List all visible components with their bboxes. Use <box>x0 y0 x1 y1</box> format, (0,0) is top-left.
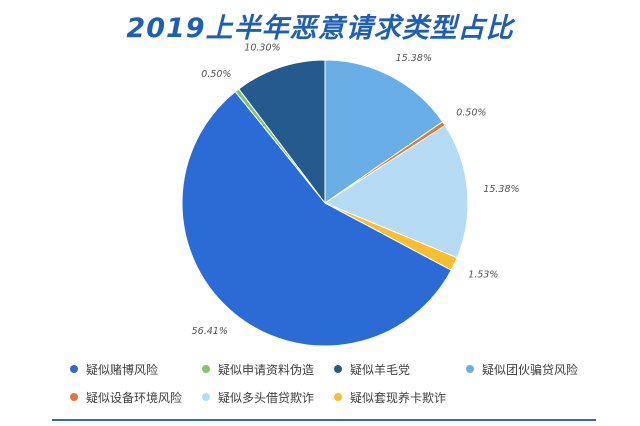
bottom-divider <box>52 419 596 421</box>
legend-label: 疑似多头借贷欺诈 <box>218 390 315 405</box>
legend-swatch <box>466 365 474 373</box>
legend-row: 疑似赌博风险 疑似申请资料伪造 疑似羊毛党 疑似团伙骗贷风险 <box>70 355 610 383</box>
legend-label: 疑似羊毛党 <box>350 362 411 377</box>
legend-item: 疑似设备环境风险 <box>70 389 202 406</box>
slice-data-label: 1.53% <box>468 269 498 280</box>
chart-legend: 疑似赌博风险 疑似申请资料伪造 疑似羊毛党 疑似团伙骗贷风险疑似设备环境风险 疑似多头借… <box>70 355 610 411</box>
legend-swatch <box>70 393 78 401</box>
legend-label: 疑似套现养卡欺诈 <box>350 390 447 405</box>
legend-item: 疑似赌博风险 <box>70 361 202 378</box>
legend-item: 疑似申请资料伪造 <box>202 361 334 378</box>
pie-slice <box>181 90 452 347</box>
pie-slice <box>323 124 469 259</box>
slice-data-label: 0.50% <box>201 69 231 80</box>
slice-data-label: 56.41% <box>192 326 228 337</box>
legend-item: 疑似套现养卡欺诈 <box>334 389 466 406</box>
legend-label: 疑似团伙骗贷风险 <box>482 362 579 377</box>
legend-swatch <box>70 365 78 373</box>
pie-slice <box>238 59 326 205</box>
legend-label: 疑似设备环境风险 <box>86 390 183 405</box>
legend-label: 疑似申请资料伪造 <box>218 362 315 377</box>
legend-label: 疑似赌博风险 <box>86 362 159 377</box>
slice-data-label: 15.38% <box>396 53 432 64</box>
slice-data-label: 10.30% <box>244 43 280 54</box>
legend-row: 疑似设备环境风险 疑似多头借贷欺诈 疑似套现养卡欺诈 <box>70 383 610 411</box>
legend-item: 疑似团伙骗贷风险 <box>466 361 598 378</box>
legend-item: 疑似多头借贷欺诈 <box>202 389 334 406</box>
legend-swatch <box>202 393 210 401</box>
legend-item: 疑似羊毛党 <box>334 361 466 378</box>
legend-swatch <box>202 365 210 373</box>
slice-data-label: 0.50% <box>456 107 486 118</box>
legend-swatch <box>334 393 342 401</box>
chart-title: 2019上半年恶意请求类型占比 <box>126 13 514 44</box>
legend-swatch <box>334 365 342 373</box>
slice-data-label: 15.38% <box>483 184 519 195</box>
pie-slice <box>324 59 444 204</box>
